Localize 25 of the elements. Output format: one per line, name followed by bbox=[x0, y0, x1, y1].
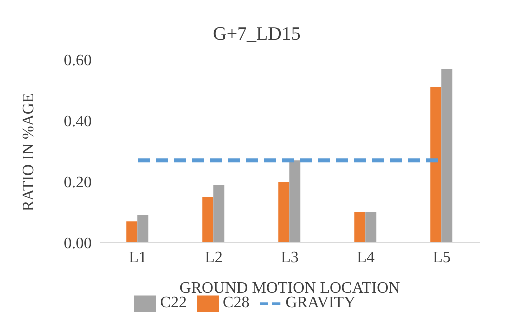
y-tick-label: 0.00 bbox=[64, 236, 92, 253]
bar bbox=[138, 216, 149, 243]
bar bbox=[366, 212, 377, 243]
bar bbox=[290, 160, 301, 243]
y-tick-label: 0.20 bbox=[64, 174, 92, 192]
y-axis-title: RATIO IN %AGE bbox=[20, 93, 38, 212]
x-tick-label: L5 bbox=[433, 249, 451, 266]
legend-label: C28 bbox=[223, 294, 250, 312]
bar bbox=[202, 197, 214, 243]
chart-title: G+7_LD15 bbox=[212, 24, 302, 46]
bar bbox=[442, 69, 453, 243]
x-axis-title: GROUND MOTION LOCATION bbox=[180, 280, 401, 297]
x-tick-label: L3 bbox=[281, 249, 299, 266]
bar bbox=[278, 182, 290, 243]
y-tick-label: 0.60 bbox=[64, 52, 92, 70]
bar bbox=[214, 185, 225, 243]
x-tick-label: L2 bbox=[205, 249, 223, 266]
bar bbox=[354, 212, 366, 243]
y-tick-label: 0.40 bbox=[64, 114, 92, 131]
legend-label: C22 bbox=[160, 294, 188, 312]
x-tick-label: L4 bbox=[357, 249, 375, 266]
legend-label: GRAVITY bbox=[286, 294, 356, 312]
bar bbox=[126, 222, 138, 243]
bar bbox=[430, 87, 442, 243]
x-tick-label: L1 bbox=[129, 249, 147, 266]
